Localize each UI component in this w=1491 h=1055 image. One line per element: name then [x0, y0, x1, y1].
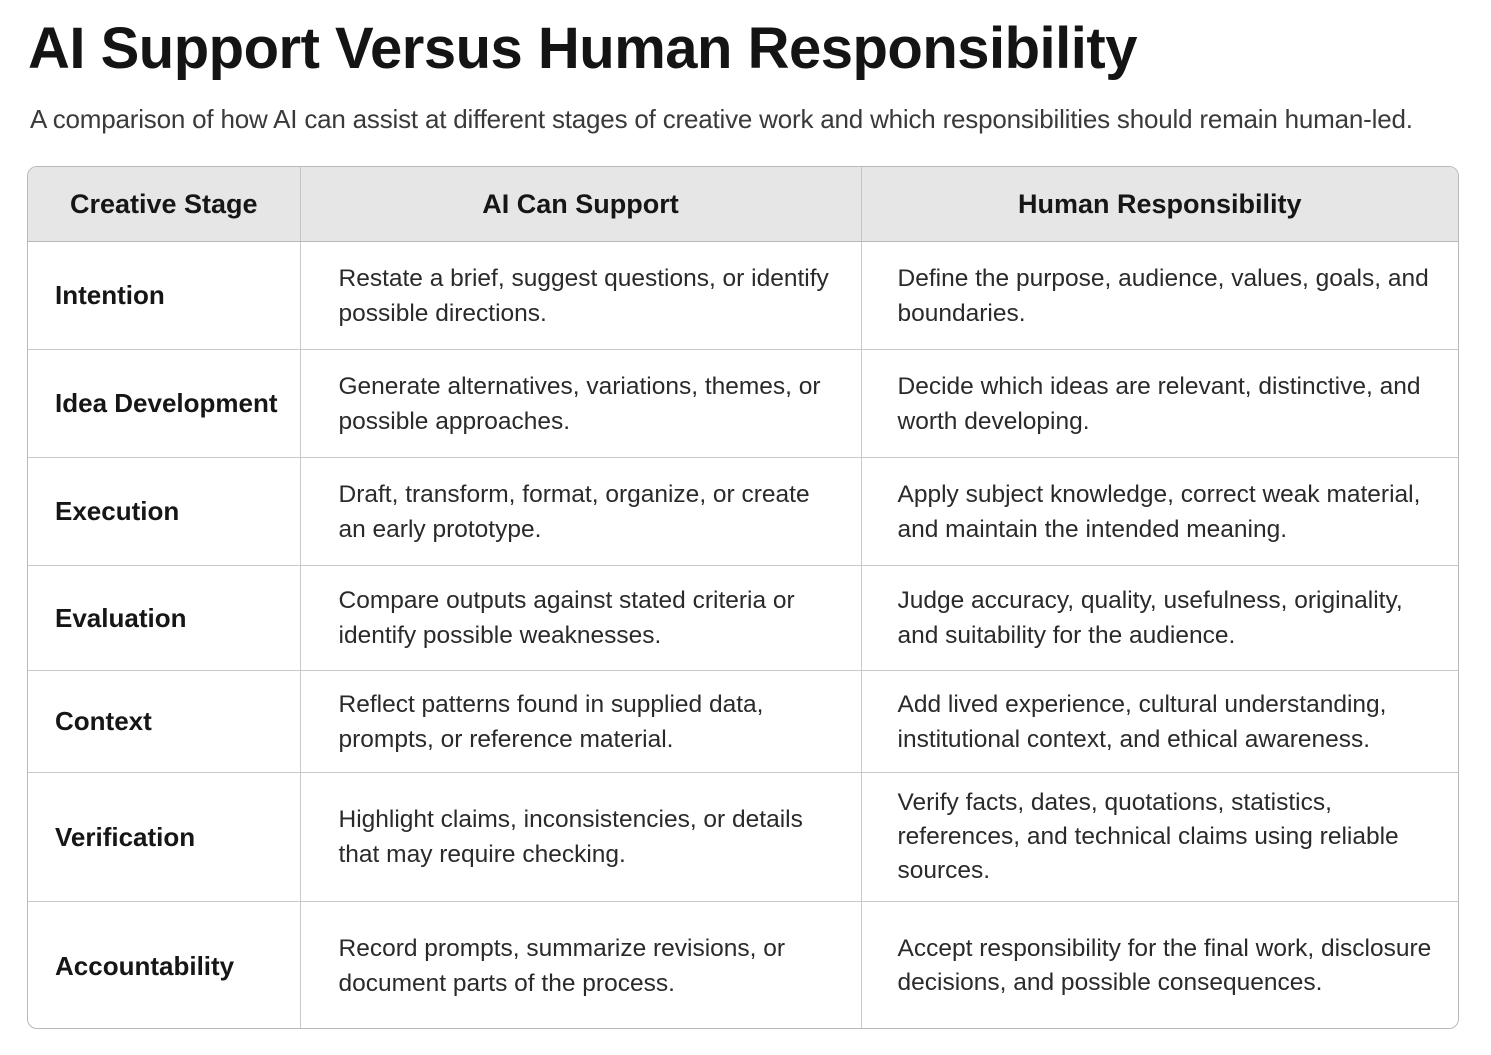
- page-subtitle: A comparison of how AI can assist at dif…: [30, 104, 1413, 134]
- page-title: AI Support Versus Human Responsibility: [28, 16, 1137, 81]
- human-responsibility-cell: Decide which ideas are relevant, distinc…: [861, 349, 1458, 458]
- stage-cell: Intention: [28, 241, 301, 350]
- header-creative-stage: Creative Stage: [28, 167, 301, 242]
- ai-support-cell: Generate alternatives, variations, theme…: [300, 349, 862, 458]
- table-row: Idea Development Generate alternatives, …: [28, 349, 1458, 458]
- human-responsibility-cell: Judge accuracy, quality, usefulness, ori…: [861, 565, 1458, 671]
- table-header-row: Creative Stage AI Can Support Human Resp…: [28, 167, 1458, 242]
- ai-support-cell: Draft, transform, format, organize, or c…: [300, 457, 862, 566]
- ai-support-cell: Restate a brief, suggest questions, or i…: [300, 241, 862, 350]
- table-row: Accountability Record prompts, summarize…: [28, 901, 1458, 1028]
- comparison-table: Creative Stage AI Can Support Human Resp…: [27, 166, 1459, 1029]
- human-responsibility-cell: Verify facts, dates, quotations, statist…: [861, 772, 1458, 902]
- human-responsibility-cell: Apply subject knowledge, correct weak ma…: [861, 457, 1458, 566]
- table-row: Context Reflect patterns found in suppli…: [28, 670, 1458, 773]
- human-responsibility-cell: Define the purpose, audience, values, go…: [861, 241, 1458, 350]
- ai-support-cell: Highlight claims, inconsistencies, or de…: [300, 772, 862, 902]
- table-row: Verification Highlight claims, inconsist…: [28, 772, 1458, 902]
- table-row: Evaluation Compare outputs against state…: [28, 565, 1458, 671]
- header-ai-can-support: AI Can Support: [300, 167, 862, 242]
- ai-support-cell: Record prompts, summarize revisions, or …: [300, 901, 862, 1028]
- ai-support-cell: Compare outputs against stated criteria …: [300, 565, 862, 671]
- stage-cell: Verification: [28, 772, 301, 902]
- human-responsibility-cell: Accept responsibility for the final work…: [897, 935, 1432, 996]
- stage-cell: Evaluation: [28, 565, 301, 671]
- table-row: Intention Restate a brief, suggest quest…: [28, 241, 1458, 350]
- human-responsibility-cell: Add lived experience, cultural understan…: [861, 670, 1458, 773]
- table-row: Execution Draft, transform, format, orga…: [28, 457, 1458, 566]
- header-human-responsibility: Human Responsibility: [861, 167, 1458, 242]
- stage-cell: Context: [28, 670, 301, 773]
- stage-cell: Execution: [28, 457, 301, 566]
- stage-cell: Accountability: [28, 901, 301, 1028]
- stage-cell: Idea Development: [28, 349, 301, 458]
- ai-support-cell: Reflect patterns found in supplied data,…: [300, 670, 862, 773]
